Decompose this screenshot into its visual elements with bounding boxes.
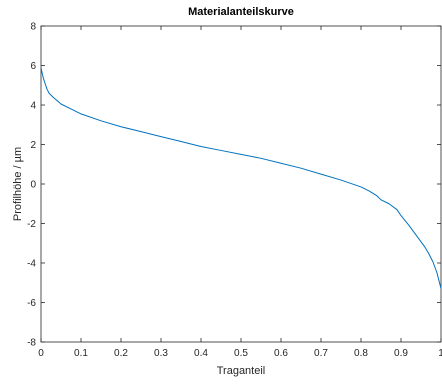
- x-tick-label: 0.4: [194, 348, 208, 359]
- y-tick-label: -8: [27, 338, 36, 349]
- tick-marks: [40, 25, 442, 343]
- x-tick-label: 0.9: [394, 348, 408, 359]
- y-tick-label: -4: [27, 259, 36, 270]
- x-tick-label: 0.6: [274, 348, 288, 359]
- series-line: [40, 67, 442, 289]
- axes: [40, 25, 442, 343]
- x-tick-label: 0.7: [314, 348, 328, 359]
- x-axis-label: Traganteil: [217, 365, 266, 377]
- y-tick-labels: -8 -6 -4 -2 0 2 4 6 8: [27, 22, 36, 349]
- x-tick-label: 1: [438, 348, 442, 359]
- chart-title: Materialanteilskurve: [188, 6, 294, 18]
- x-tick-label: 0.3: [154, 348, 168, 359]
- x-tick-label: 0.1: [74, 348, 88, 359]
- y-tick-label: -2: [27, 219, 36, 230]
- x-tick-label: 0.5: [234, 348, 248, 359]
- plot-area-frame: [40, 25, 442, 343]
- y-tick-label: 4: [30, 101, 36, 112]
- y-tick-label: -6: [27, 298, 36, 309]
- y-tick-label: 8: [30, 22, 36, 33]
- y-tick-label: 6: [30, 61, 36, 72]
- y-tick-label: 0: [30, 180, 36, 191]
- x-tick-label: 0: [38, 348, 44, 359]
- series-group: [40, 67, 442, 289]
- x-tick-label: 0.2: [114, 348, 128, 359]
- y-axis-label: Profilhöhe / µm: [12, 147, 24, 221]
- y-tick-label: 2: [30, 140, 36, 151]
- x-tick-labels: 0 0.1 0.2 0.3 0.4 0.5 0.6 0.7 0.8 0.9 1: [38, 348, 442, 359]
- x-tick-label: 0.8: [354, 348, 368, 359]
